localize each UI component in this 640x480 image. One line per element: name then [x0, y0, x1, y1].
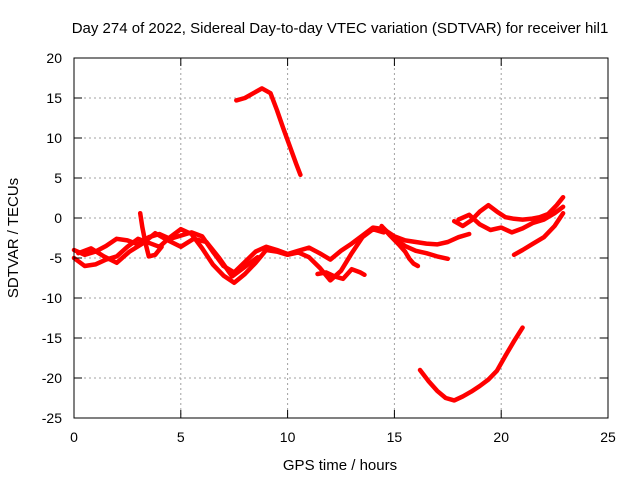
x-tick-labels: 0 5 10 15 20 25 [70, 429, 616, 445]
series-arc-upper [234, 86, 303, 178]
y-tick-label: 5 [54, 170, 62, 186]
series-arc-right-b [456, 204, 566, 235]
axis-ticks [73, 57, 609, 419]
x-axis-label: GPS time / hours [283, 457, 397, 474]
y-axis-label: SDTVAR / TECUs [5, 178, 22, 298]
series-arc-right-c [511, 210, 566, 258]
y-tick-label: 15 [46, 90, 62, 106]
y-tick-label: 0 [54, 210, 62, 226]
x-tick-label: 10 [280, 429, 296, 445]
data-series [71, 86, 566, 403]
y-tick-label: 20 [46, 50, 62, 66]
y-tick-label: -25 [42, 410, 62, 426]
x-tick-label: 5 [177, 429, 185, 445]
y-tick-label: 10 [46, 130, 62, 146]
series-arc-15-17 [381, 226, 451, 262]
x-tick-label: 0 [70, 429, 78, 445]
series-arc-main-c [76, 230, 260, 279]
chart-title: Day 274 of 2022, Sidereal Day-to-day VTE… [72, 20, 609, 37]
plot-frame [73, 57, 609, 419]
grid-lines [74, 58, 608, 418]
x-tick-label: 20 [493, 429, 509, 445]
x-tick-label: 25 [600, 429, 616, 445]
y-tick-label: -10 [42, 290, 62, 306]
y-tick-labels: -25 -20 -15 -10 -5 0 5 10 15 20 [42, 50, 62, 426]
y-tick-label: -5 [50, 250, 63, 266]
y-tick-label: -20 [42, 370, 62, 386]
y-tick-label: -15 [42, 330, 62, 346]
series-arc-lower [417, 325, 525, 403]
series-arc-12 [315, 266, 367, 282]
series-arc-main-b [71, 226, 386, 286]
x-tick-label: 15 [387, 429, 403, 445]
series-arc-spike-3 [137, 210, 164, 259]
